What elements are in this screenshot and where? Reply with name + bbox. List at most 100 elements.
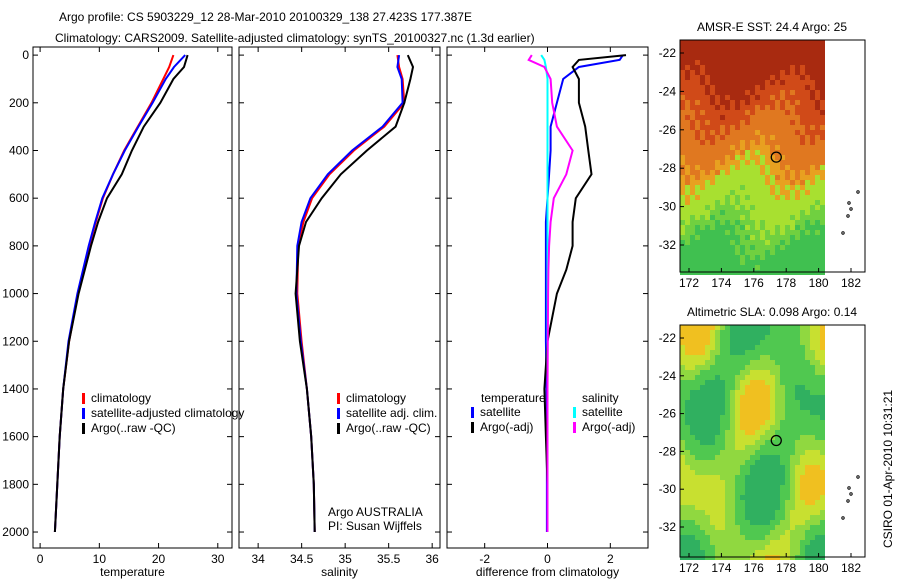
map-cell — [820, 515, 825, 520]
map-cell — [795, 90, 800, 95]
map-cell — [775, 420, 780, 425]
map-cell — [750, 220, 755, 225]
map-cell — [680, 170, 685, 175]
map-cell — [765, 210, 770, 215]
map-cell — [775, 540, 780, 545]
map-cell — [815, 460, 820, 465]
x-tick-label: 182 — [841, 561, 861, 575]
map-cell — [740, 510, 745, 515]
map-cell — [745, 240, 750, 245]
map-cell — [735, 215, 740, 220]
map-cell — [700, 440, 705, 445]
legend-swatch — [82, 423, 85, 434]
map-cell — [720, 410, 725, 415]
map-cell — [805, 190, 810, 195]
map-cell — [745, 220, 750, 225]
map-cell — [690, 230, 695, 235]
map-cell — [695, 415, 700, 420]
map-cell — [770, 400, 775, 405]
map-cell — [780, 415, 785, 420]
map-cell — [815, 105, 820, 110]
map-cell — [820, 155, 825, 160]
map-cell — [815, 250, 820, 255]
map-cell — [785, 120, 790, 125]
map-cell — [735, 370, 740, 375]
map-cell — [690, 485, 695, 490]
plot-frame — [238, 46, 441, 549]
map-cell — [795, 515, 800, 520]
map-cell — [730, 510, 735, 515]
map-cell — [785, 420, 790, 425]
plot-frame — [32, 46, 233, 549]
map-cell — [795, 220, 800, 225]
map-cell — [725, 55, 730, 60]
map-cell — [710, 475, 715, 480]
map-cell — [820, 445, 825, 450]
map-cell — [785, 45, 790, 50]
map-cell — [770, 490, 775, 495]
map-cell — [720, 210, 725, 215]
map-cell — [725, 250, 730, 255]
map-cell — [735, 195, 740, 200]
map-cell — [730, 450, 735, 455]
map-cell — [805, 475, 810, 480]
map-cell — [780, 535, 785, 540]
map-cell — [745, 540, 750, 545]
map-cell — [780, 435, 785, 440]
map-cell — [705, 60, 710, 65]
map-cell — [685, 180, 690, 185]
map-cell — [705, 55, 710, 60]
map-cell — [815, 110, 820, 115]
map-cell — [820, 250, 825, 255]
legend-swatch — [82, 393, 85, 404]
map-cell — [815, 515, 820, 520]
map-cell — [745, 505, 750, 510]
map-cell — [785, 125, 790, 130]
map-cell — [730, 350, 735, 355]
map-cell — [700, 410, 705, 415]
map-cell — [740, 430, 745, 435]
map-cell — [730, 40, 735, 45]
map-cell — [725, 155, 730, 160]
map-cell — [735, 400, 740, 405]
map-cell — [790, 405, 795, 410]
map-cell — [815, 265, 820, 270]
map-cell — [770, 340, 775, 345]
map-cell — [685, 210, 690, 215]
map-cell — [765, 125, 770, 130]
map-cell — [795, 465, 800, 470]
map-cell — [805, 505, 810, 510]
map-cell — [690, 265, 695, 270]
map-cell — [810, 405, 815, 410]
map-cell — [745, 245, 750, 250]
map-cell — [820, 170, 825, 175]
map-cell — [680, 470, 685, 475]
map-cell — [785, 550, 790, 555]
map-cell — [760, 390, 765, 395]
map-cell — [790, 165, 795, 170]
map-cell — [690, 125, 695, 130]
map-cell — [775, 360, 780, 365]
map-cell — [790, 85, 795, 90]
map-cell — [770, 80, 775, 85]
map-cell — [740, 95, 745, 100]
map-cell — [760, 500, 765, 505]
map-cell — [790, 175, 795, 180]
legend-label: Argo(-adj) — [582, 420, 635, 434]
map-cell — [755, 90, 760, 95]
map-cell — [735, 375, 740, 380]
map-cell — [735, 535, 740, 540]
map-cell — [780, 515, 785, 520]
map-cell — [770, 385, 775, 390]
map-cell — [755, 360, 760, 365]
map-cell — [750, 385, 755, 390]
map-cell — [740, 425, 745, 430]
map-cell — [760, 215, 765, 220]
map-cell — [765, 220, 770, 225]
map-cell — [795, 340, 800, 345]
salinity-panel: 34 34.5 35 35.5 36salinityclimatologysatelli… — [238, 46, 441, 579]
map-cell — [735, 165, 740, 170]
map-cell — [780, 55, 785, 60]
map-cell — [755, 85, 760, 90]
map-cell — [740, 405, 745, 410]
